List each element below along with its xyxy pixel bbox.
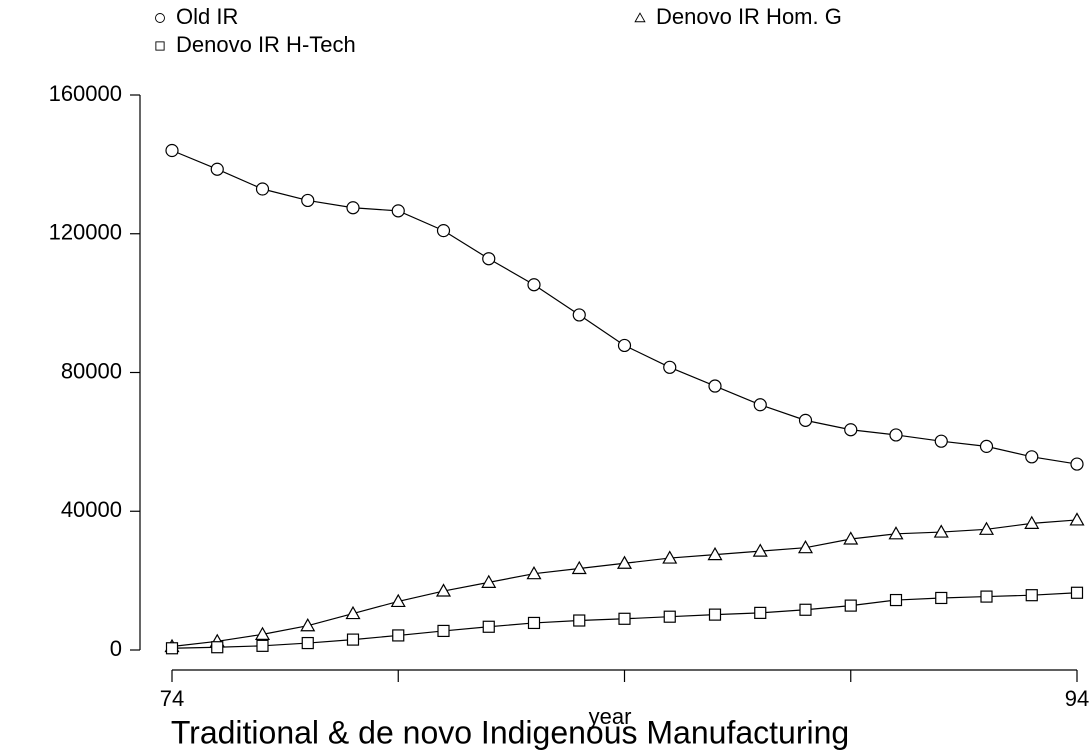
x-tick-label: 74: [160, 686, 184, 711]
marker: [889, 593, 903, 607]
marker: [210, 162, 224, 176]
marker: [753, 398, 767, 412]
marker: [888, 526, 904, 540]
marker: [798, 413, 813, 427]
marker: [482, 620, 495, 633]
marker: [1070, 586, 1084, 599]
y-tick-label: 0: [110, 636, 122, 661]
marker: [527, 278, 541, 292]
marker: [390, 593, 406, 608]
chart-title: Traditional & de novo Indigenous Manufac…: [171, 714, 849, 750]
marker: [481, 574, 497, 588]
marker: [844, 599, 857, 612]
marker: [572, 308, 586, 322]
marker: [979, 439, 994, 453]
marker: [752, 543, 768, 557]
marker: [616, 555, 633, 569]
marker: [978, 521, 995, 535]
legend-symbol: [155, 13, 165, 23]
marker: [1070, 457, 1084, 471]
marker: [618, 612, 631, 625]
legend-symbol: [634, 12, 646, 23]
marker: [663, 360, 677, 374]
marker: [437, 624, 450, 638]
marker: [573, 614, 586, 627]
marker: [708, 379, 722, 393]
marker: [1024, 515, 1040, 529]
marker: [797, 539, 814, 554]
marker: [300, 617, 316, 632]
marker: [256, 639, 269, 652]
marker: [211, 641, 224, 654]
marker: [527, 616, 541, 630]
marker: [391, 204, 405, 218]
marker: [1069, 512, 1085, 526]
marker: [935, 591, 948, 605]
x-tick-label: 94: [1065, 686, 1089, 711]
marker: [1025, 450, 1039, 464]
marker: [933, 524, 949, 538]
legend-label: Denovo IR Hom. G: [656, 4, 842, 29]
marker: [345, 605, 361, 620]
marker: [707, 546, 723, 561]
legend-label: Old IR: [176, 4, 238, 29]
marker: [799, 603, 812, 616]
marker: [571, 560, 587, 575]
marker: [980, 590, 993, 603]
marker: [301, 636, 314, 650]
marker: [708, 608, 722, 621]
marker: [843, 531, 859, 545]
marker: [255, 182, 270, 196]
marker: [435, 583, 452, 597]
y-tick-label: 160000: [49, 81, 122, 106]
marker: [663, 610, 676, 623]
marker: [844, 423, 858, 437]
y-tick-label: 80000: [61, 358, 122, 383]
marker: [254, 626, 271, 640]
marker: [436, 224, 451, 238]
y-tick-label: 120000: [49, 220, 122, 245]
marker: [392, 629, 405, 642]
marker: [1025, 589, 1038, 602]
marker: [934, 434, 948, 448]
legend-symbol: [155, 41, 165, 51]
marker: [889, 428, 903, 442]
marker: [754, 606, 767, 619]
marker: [482, 252, 496, 266]
legend-label: Denovo IR H-Tech: [176, 32, 356, 57]
marker: [662, 550, 678, 564]
marker: [346, 201, 360, 215]
marker: [165, 642, 179, 655]
marker: [165, 143, 179, 158]
marker: [346, 633, 360, 646]
y-tick-label: 40000: [61, 497, 122, 522]
x-axis-label: year: [589, 704, 632, 729]
marker: [301, 193, 315, 208]
marker: [526, 565, 542, 580]
marker: [617, 338, 632, 353]
